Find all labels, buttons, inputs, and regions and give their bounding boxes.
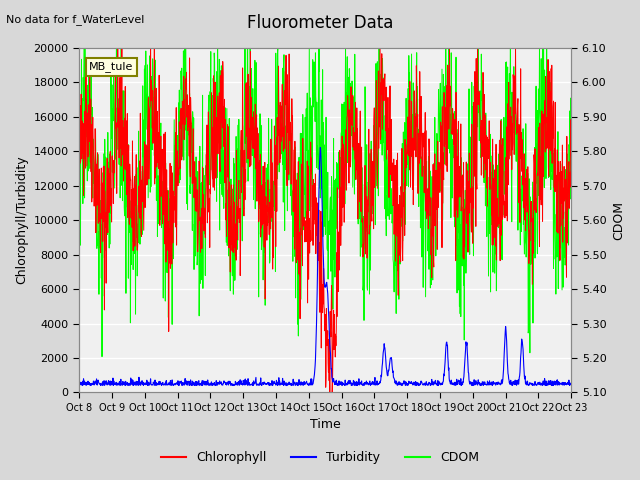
Text: Fluorometer Data: Fluorometer Data	[247, 14, 393, 33]
Y-axis label: Chlorophyll/Turbidity: Chlorophyll/Turbidity	[15, 156, 28, 285]
Legend: Chlorophyll, Turbidity, CDOM: Chlorophyll, Turbidity, CDOM	[156, 446, 484, 469]
Text: MB_tule: MB_tule	[89, 61, 133, 72]
Y-axis label: CDOM: CDOM	[612, 201, 625, 240]
X-axis label: Time: Time	[310, 419, 340, 432]
Text: No data for f_WaterLevel: No data for f_WaterLevel	[6, 14, 145, 25]
